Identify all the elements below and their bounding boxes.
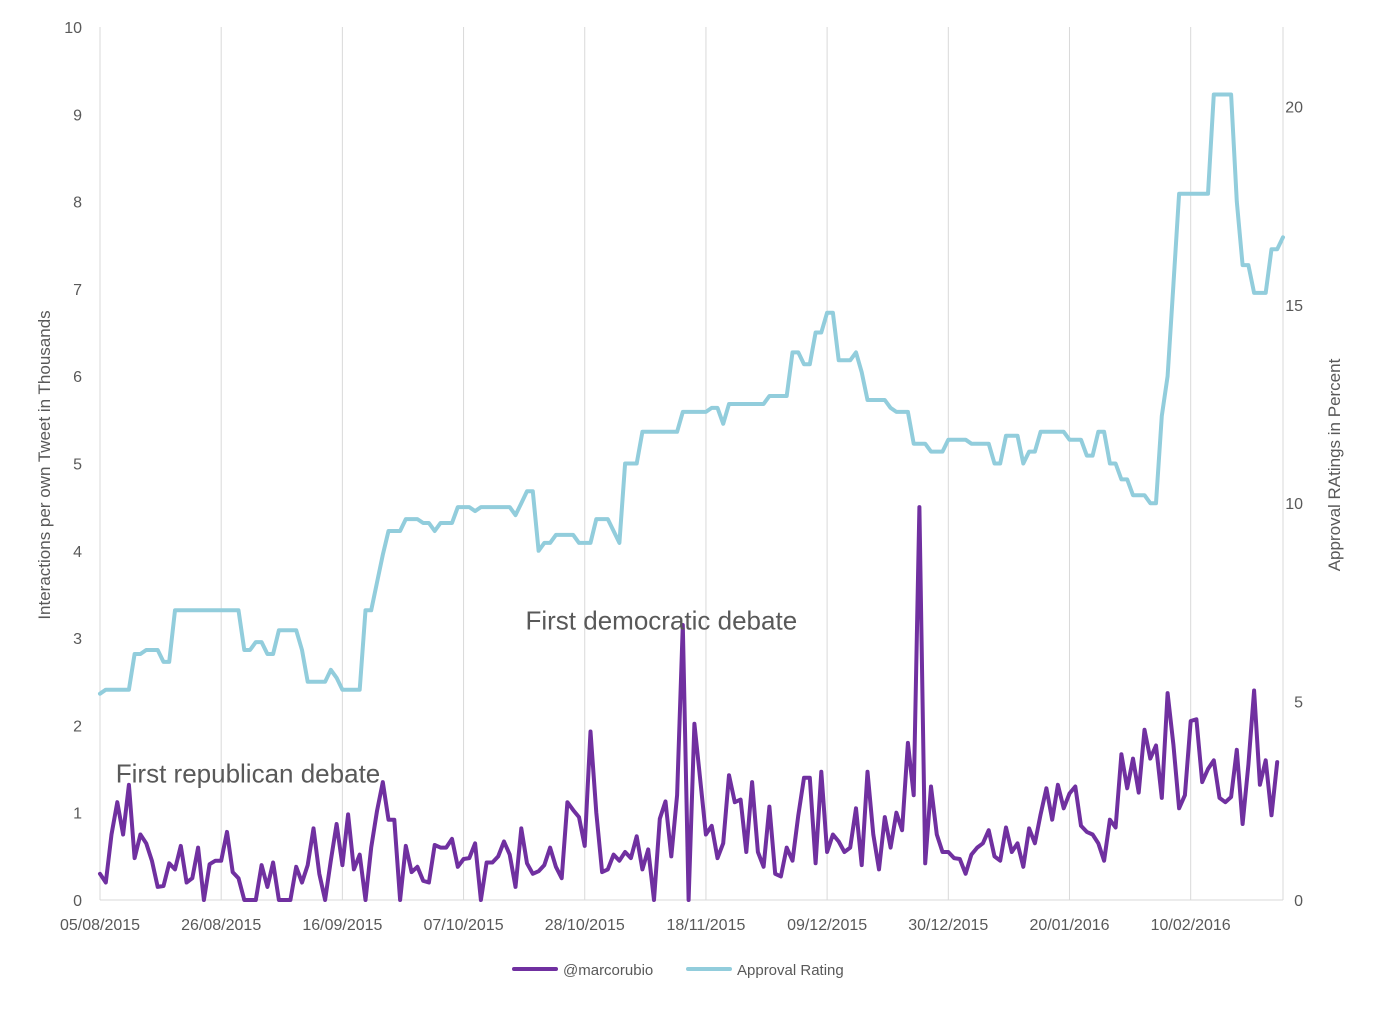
y-right-tick-label: 20 xyxy=(1285,99,1303,116)
gridlines xyxy=(99,27,1284,900)
y-right-tick-label: 5 xyxy=(1294,695,1303,712)
x-tick-label: 18/11/2015 xyxy=(666,917,745,934)
y-right-tick-label: 0 xyxy=(1294,893,1303,910)
legend-label-marcorubio: @marcorubio xyxy=(563,962,653,979)
annotation-democratic-debate: First democratic debate xyxy=(525,606,797,636)
y-axis-right-title: Approval RAtings in Percent xyxy=(1325,358,1344,571)
y-left-tick-label: 0 xyxy=(73,893,82,910)
x-tick-label: 30/12/2015 xyxy=(908,917,988,934)
x-tick-label: 05/08/2015 xyxy=(60,917,140,934)
axes: 05/08/2015 26/08/2015 16/09/2015 07/10/2015… xyxy=(60,20,1303,934)
x-tick-label: 10/02/2016 xyxy=(1151,917,1231,934)
x-tick-label: 26/08/2015 xyxy=(181,917,261,934)
y-left-tick-label: 8 xyxy=(73,195,82,212)
y-left-tick-label: 1 xyxy=(73,806,82,823)
y-left-tick-label: 3 xyxy=(73,631,82,648)
y-left-tick-label: 9 xyxy=(73,107,82,124)
y-right-tick-label: 15 xyxy=(1285,298,1303,315)
series-line-approval-rating xyxy=(98,92,1285,696)
series-line-marcorubio xyxy=(98,505,1280,902)
y-left-tick-label: 2 xyxy=(73,718,82,735)
annotations: First republican debate First democratic … xyxy=(116,606,797,789)
y-left-tick-label: 6 xyxy=(73,369,82,386)
x-tick-label: 07/10/2015 xyxy=(424,917,504,934)
legend-label-approval-rating: Approval Rating xyxy=(737,962,844,979)
legend-item-approval-rating[interactable]: Approval Rating xyxy=(686,962,844,979)
y-left-tick-label: 10 xyxy=(64,20,82,37)
annotation-republican-debate: First republican debate xyxy=(116,758,380,788)
series-lines xyxy=(98,92,1285,902)
y-right-tick-label: 10 xyxy=(1285,496,1303,513)
y-left-tick-label: 5 xyxy=(73,457,82,474)
legend: @marcorubio Approval Rating xyxy=(512,962,844,979)
x-tick-label: 20/01/2016 xyxy=(1029,917,1109,934)
legend-item-marcorubio[interactable]: @marcorubio xyxy=(512,962,653,979)
y-left-tick-label: 7 xyxy=(73,282,82,299)
y-left-tick-label: 4 xyxy=(73,544,82,561)
x-tick-label: 16/09/2015 xyxy=(302,917,382,934)
x-tick-label: 28/10/2015 xyxy=(545,917,625,934)
y-axis-left-title: Interactions per own Tweet in Thousands xyxy=(35,310,54,619)
x-tick-label: 09/12/2015 xyxy=(787,917,867,934)
